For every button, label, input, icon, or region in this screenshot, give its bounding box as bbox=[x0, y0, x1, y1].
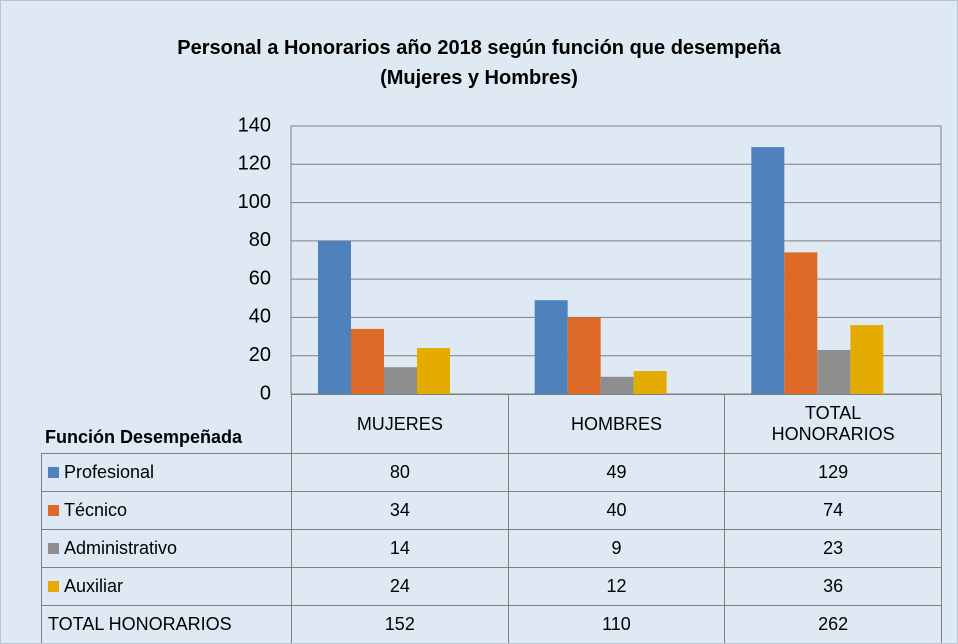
y-tick-label: 40 bbox=[249, 306, 271, 328]
y-tick-label: 100 bbox=[238, 191, 271, 213]
table-value: 34 bbox=[291, 491, 509, 530]
chart-subtitle: (Mujeres y Hombres) bbox=[380, 67, 578, 89]
table-value: 24 bbox=[291, 567, 509, 606]
legend-label: Auxiliar bbox=[64, 576, 124, 596]
bar bbox=[784, 252, 818, 394]
y-tick-label: 20 bbox=[249, 344, 271, 366]
x-tick-label: MUJERES bbox=[356, 413, 443, 434]
bar bbox=[817, 349, 851, 394]
legend-label: TOTAL HONORARIOS bbox=[48, 614, 232, 634]
y-tick-label: 140 bbox=[238, 114, 271, 136]
table-value: 110 bbox=[507, 605, 726, 643]
y-tick-label: 120 bbox=[238, 153, 271, 175]
y-tick-label: 60 bbox=[249, 267, 271, 289]
x-tick-label: HOMBRES bbox=[570, 413, 662, 434]
table-value: 49 bbox=[507, 453, 726, 492]
legend-label: Profesional bbox=[64, 462, 155, 482]
row-label: Técnico bbox=[41, 491, 292, 530]
legend-key bbox=[48, 467, 59, 478]
bar bbox=[751, 147, 785, 394]
table-value: 36 bbox=[724, 567, 942, 606]
y-tick-label: 0 bbox=[260, 382, 271, 404]
legend-key bbox=[48, 543, 59, 554]
bar bbox=[534, 300, 568, 394]
legend-key bbox=[48, 581, 59, 592]
table-value: 40 bbox=[507, 491, 726, 530]
row-label: TOTAL HONORARIOS bbox=[41, 605, 292, 643]
row-label: Administrativo bbox=[41, 529, 292, 568]
table-value: 80 bbox=[291, 453, 509, 492]
bar bbox=[384, 367, 417, 394]
bar bbox=[633, 371, 667, 394]
table-value: 9 bbox=[507, 529, 726, 568]
x-tick-label: TOTAL HONORARIOS bbox=[771, 403, 895, 444]
y-tick-label: 80 bbox=[249, 229, 271, 251]
table-value: 74 bbox=[724, 491, 942, 530]
legend-label: Técnico bbox=[64, 500, 128, 520]
legend-key bbox=[48, 505, 59, 516]
bar bbox=[600, 376, 634, 394]
category-header: TOTAL HONORARIOS bbox=[724, 394, 942, 454]
row-label: Profesional bbox=[41, 453, 292, 492]
row-label: Auxiliar bbox=[41, 567, 292, 606]
bar bbox=[318, 240, 351, 394]
legend-label: Administrativo bbox=[64, 538, 178, 558]
bar bbox=[567, 317, 601, 394]
chart-title: Personal a Honorarios año 2018 según fun… bbox=[177, 37, 781, 59]
table-value: 14 bbox=[291, 529, 509, 568]
category-header: MUJERES bbox=[291, 394, 509, 454]
bar bbox=[351, 328, 384, 394]
bar bbox=[850, 325, 884, 394]
bar bbox=[417, 348, 450, 394]
table-value: 152 bbox=[291, 605, 509, 643]
table-value: 262 bbox=[724, 605, 942, 643]
table-value: 129 bbox=[724, 453, 942, 492]
table-value: 12 bbox=[507, 567, 726, 606]
table-header: Función Desempeñada bbox=[45, 427, 243, 447]
category-header: HOMBRES bbox=[507, 394, 726, 454]
table-value: 23 bbox=[724, 529, 942, 568]
